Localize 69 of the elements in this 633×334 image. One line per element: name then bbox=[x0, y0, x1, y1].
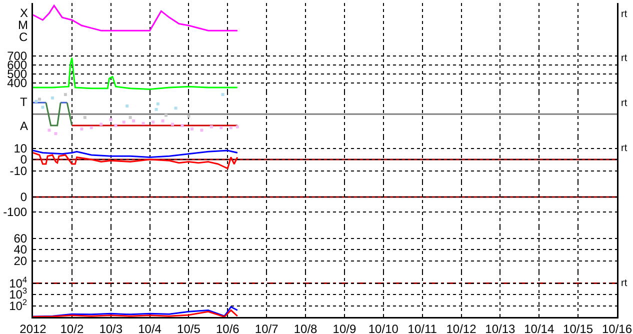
x-tick-label: 10/12 bbox=[446, 322, 477, 334]
point bbox=[100, 122, 103, 126]
x-tick-label: 10/4 bbox=[138, 322, 162, 334]
x-tick-label: 10/3 bbox=[99, 322, 123, 334]
point bbox=[80, 127, 84, 130]
point bbox=[190, 127, 194, 130]
x-tick-label: 10/2 bbox=[60, 322, 84, 334]
text: rt bbox=[621, 98, 628, 109]
point bbox=[161, 119, 164, 122]
y-tick-label: 0 bbox=[20, 190, 28, 204]
line-series bbox=[33, 150, 238, 158]
point bbox=[122, 120, 126, 124]
point bbox=[221, 93, 224, 96]
x-tick-label: 10/9 bbox=[332, 322, 356, 334]
point bbox=[187, 114, 190, 118]
point bbox=[180, 124, 184, 128]
line-series bbox=[33, 57, 238, 90]
text: A bbox=[20, 119, 28, 133]
text: rt bbox=[621, 9, 628, 20]
point bbox=[174, 106, 178, 110]
point bbox=[38, 98, 41, 101]
point bbox=[64, 93, 67, 96]
point bbox=[54, 132, 58, 136]
point bbox=[83, 116, 86, 119]
x-tick-label: 10/6 bbox=[216, 322, 240, 334]
point bbox=[128, 116, 132, 119]
point bbox=[200, 128, 204, 132]
text: rt bbox=[621, 53, 628, 64]
y-tick-label: 60 bbox=[14, 231, 28, 246]
x-tick-label: 10/11 bbox=[408, 322, 438, 334]
y-tick-label: 10 bbox=[14, 141, 28, 156]
x-tick-label: 10/13 bbox=[485, 322, 516, 334]
x-tick-label: 2012 bbox=[20, 322, 47, 334]
text: C bbox=[19, 30, 28, 44]
x-tick-label: 10/7 bbox=[254, 322, 279, 334]
point bbox=[236, 125, 239, 128]
x-tick-label: 10/15 bbox=[563, 322, 594, 334]
point bbox=[126, 104, 129, 108]
point bbox=[109, 118, 112, 122]
point bbox=[154, 108, 158, 111]
point bbox=[132, 119, 136, 122]
text: T bbox=[20, 95, 28, 109]
point bbox=[171, 122, 174, 126]
text: rt bbox=[621, 143, 628, 154]
point bbox=[220, 126, 223, 130]
x-tick-label: 10/10 bbox=[368, 322, 399, 334]
point bbox=[229, 126, 232, 130]
point bbox=[41, 106, 44, 109]
x-tick-label: 10/14 bbox=[524, 322, 554, 334]
point bbox=[50, 96, 54, 100]
point bbox=[34, 100, 38, 103]
x-tick-label: 10/8 bbox=[294, 322, 318, 334]
line-series bbox=[33, 309, 238, 317]
point bbox=[210, 125, 213, 128]
point bbox=[90, 126, 93, 130]
line-series bbox=[33, 306, 238, 317]
point bbox=[156, 102, 160, 106]
x-tick-label: 10/5 bbox=[177, 322, 201, 334]
point bbox=[164, 114, 168, 117]
x-tick-label: 10/16 bbox=[602, 322, 632, 334]
y-tick-label: -100 bbox=[3, 205, 28, 220]
point bbox=[142, 122, 145, 125]
point bbox=[152, 120, 155, 124]
point bbox=[114, 124, 118, 128]
line-series bbox=[33, 152, 238, 170]
point bbox=[48, 128, 51, 132]
text: M bbox=[18, 18, 28, 32]
text: X bbox=[20, 6, 28, 20]
text: rt bbox=[621, 278, 628, 289]
